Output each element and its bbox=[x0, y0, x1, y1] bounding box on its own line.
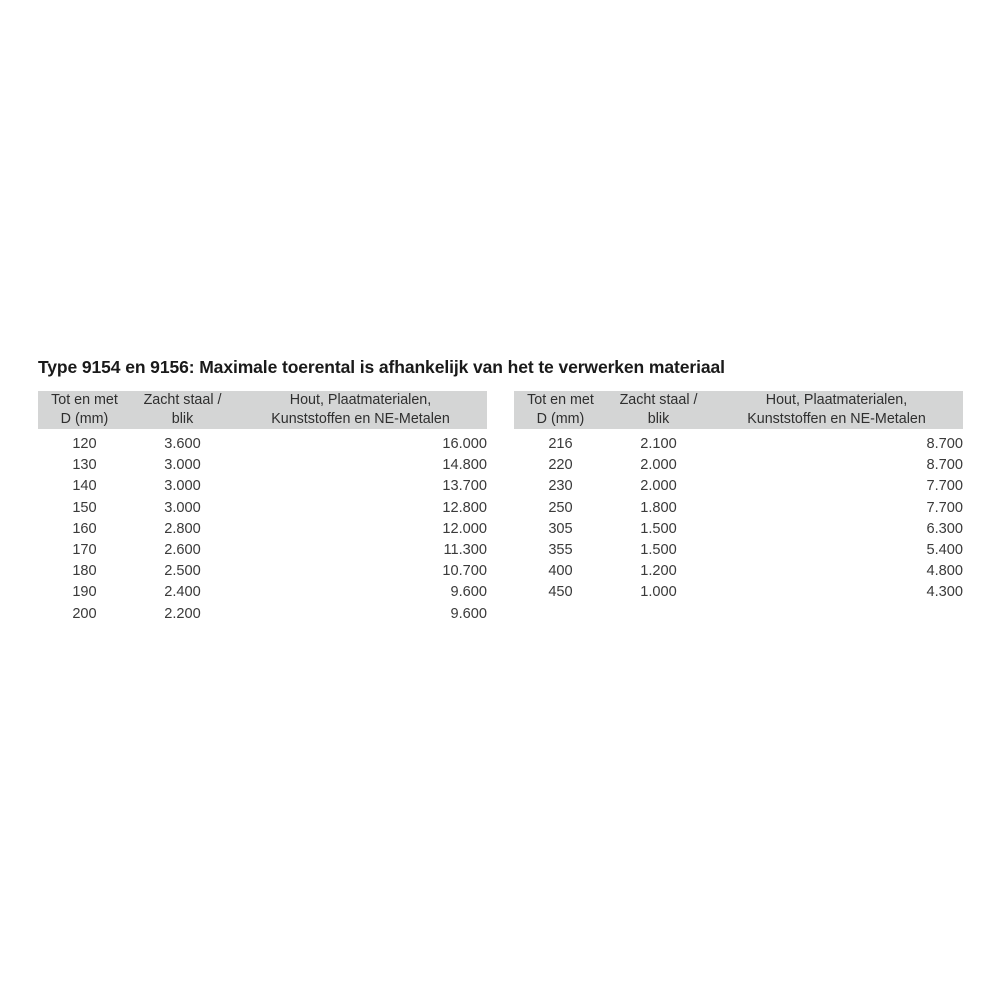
cell-material: 7.700 bbox=[926, 478, 963, 495]
column-header-diameter-line1: Tot en met bbox=[527, 392, 594, 408]
column-header-material-line2: Kunststoffen en NE-Metalen bbox=[271, 411, 450, 427]
table-row: 120 3.600 16.000 bbox=[38, 429, 487, 455]
cell-steel: 1.800 bbox=[640, 499, 677, 516]
cell-material: 12.000 bbox=[442, 520, 487, 537]
column-header-diameter: Tot en met D (mm) bbox=[514, 391, 607, 429]
cell-diameter: 130 bbox=[72, 457, 97, 474]
content-block: Type 9154 en 9156: Maximale toerental is… bbox=[38, 356, 968, 625]
column-header-material: Hout, Plaatmaterialen, Kunststoffen en N… bbox=[234, 391, 487, 429]
table-row: 200 2.200 9.600 bbox=[38, 603, 487, 624]
table-body-left: 120 3.600 16.000 130 3.000 14.800 140 3.000 13.7… bbox=[38, 429, 487, 625]
column-header-steel: Zacht staal / blik bbox=[131, 391, 234, 429]
cell-diameter: 170 bbox=[72, 541, 97, 558]
column-header-steel-line2: blik bbox=[647, 411, 670, 427]
table-row: 160 2.800 12.000 bbox=[38, 519, 487, 540]
table-row: 180 2.500 10.700 bbox=[38, 561, 487, 582]
cell-diameter: 450 bbox=[548, 584, 573, 601]
cell-material: 11.300 bbox=[443, 541, 487, 558]
table-row: 150 3.000 12.800 bbox=[38, 497, 487, 518]
column-header-steel-line1: Zacht staal / bbox=[619, 392, 698, 408]
column-header-diameter-line1: Tot en met bbox=[51, 392, 118, 408]
cell-material: 4.300 bbox=[926, 584, 963, 601]
column-header-material-line2: Kunststoffen en NE-Metalen bbox=[747, 411, 926, 427]
cell-steel: 1.200 bbox=[640, 563, 677, 580]
table-row: 305 1.500 6.300 bbox=[514, 519, 963, 540]
cell-steel: 3.600 bbox=[164, 436, 201, 452]
cell-material: 12.800 bbox=[442, 499, 487, 516]
cell-steel: 2.800 bbox=[164, 520, 201, 537]
cell-material: 8.700 bbox=[926, 457, 963, 474]
cell-steel: 3.000 bbox=[164, 478, 201, 495]
cell-diameter: 160 bbox=[72, 520, 97, 537]
column-header-material-line1: Hout, Plaatmaterialen, bbox=[765, 392, 908, 408]
header-row: Tot en met D (mm) Zacht staal / blik bbox=[38, 391, 487, 429]
cell-diameter: 120 bbox=[72, 436, 97, 452]
cell-steel: 2.100 bbox=[640, 436, 677, 452]
cell-material: 9.600 bbox=[450, 605, 487, 622]
cell-steel: 2.200 bbox=[164, 605, 201, 622]
cell-material: 8.700 bbox=[926, 436, 963, 452]
table-row: 400 1.200 4.800 bbox=[514, 561, 963, 582]
page-title: Type 9154 en 9156: Maximale toerental is… bbox=[38, 357, 725, 377]
cell-diameter: 355 bbox=[548, 541, 573, 558]
column-header-steel-line2: blik bbox=[171, 411, 194, 427]
cell-steel: 2.000 bbox=[640, 478, 677, 495]
column-header-material: Hout, Plaatmaterialen, Kunststoffen en N… bbox=[710, 391, 963, 429]
table-row: 230 2.000 7.700 bbox=[514, 476, 963, 497]
cell-material: 4.800 bbox=[926, 563, 963, 580]
cell-material: 7.700 bbox=[926, 499, 963, 516]
table-header-right: Tot en met D (mm) Zacht staal / blik bbox=[514, 391, 963, 429]
cell-diameter: 180 bbox=[72, 563, 97, 580]
cell-diameter: 220 bbox=[548, 457, 573, 474]
cell-diameter: 190 bbox=[72, 584, 97, 601]
cell-steel: 2.500 bbox=[164, 563, 201, 580]
cell-steel: 2.000 bbox=[640, 457, 677, 474]
table-row: 216 2.100 8.700 bbox=[514, 429, 963, 455]
table-row: 140 3.000 13.700 bbox=[38, 476, 487, 497]
speed-table-right: Tot en met D (mm) Zacht staal / blik bbox=[514, 391, 963, 603]
table-row: 190 2.400 9.600 bbox=[38, 582, 487, 603]
table-row: 450 1.000 4.300 bbox=[514, 582, 963, 603]
table-row: 130 3.000 14.800 bbox=[38, 455, 487, 476]
column-header-diameter-line2: D (mm) bbox=[536, 411, 585, 427]
cell-steel: 2.600 bbox=[164, 541, 201, 558]
cell-steel: 1.500 bbox=[640, 541, 677, 558]
cell-diameter: 216 bbox=[548, 436, 573, 452]
table-row: 170 2.600 11.300 bbox=[38, 540, 487, 561]
table-row: 220 2.000 8.700 bbox=[514, 455, 963, 476]
cell-diameter: 305 bbox=[548, 520, 573, 537]
cell-steel: 3.000 bbox=[164, 457, 201, 474]
cell-diameter: 150 bbox=[72, 499, 97, 516]
cell-steel: 1.000 bbox=[640, 584, 677, 601]
cell-material: 14.800 bbox=[442, 457, 487, 474]
cell-diameter: 250 bbox=[548, 499, 573, 516]
cell-diameter: 140 bbox=[72, 478, 97, 495]
table-row: 250 1.800 7.700 bbox=[514, 497, 963, 518]
cell-material: 6.300 bbox=[926, 520, 963, 537]
column-header-diameter-line2: D (mm) bbox=[60, 411, 109, 427]
cell-steel: 3.000 bbox=[164, 499, 201, 516]
cell-material: 16.000 bbox=[442, 436, 487, 452]
column-header-diameter: Tot en met D (mm) bbox=[38, 391, 131, 429]
tables-container: Tot en met D (mm) Zacht staal / blik bbox=[38, 391, 968, 625]
cell-diameter: 400 bbox=[548, 563, 573, 580]
cell-diameter: 230 bbox=[548, 478, 573, 495]
cell-steel: 1.500 bbox=[640, 520, 677, 537]
table-row: 355 1.500 5.400 bbox=[514, 540, 963, 561]
column-header-steel-line1: Zacht staal / bbox=[143, 392, 222, 408]
cell-diameter: 200 bbox=[72, 605, 97, 622]
speed-table-left: Tot en met D (mm) Zacht staal / blik bbox=[38, 391, 487, 625]
cell-steel: 2.400 bbox=[164, 584, 201, 601]
column-header-material-line1: Hout, Plaatmaterialen, bbox=[289, 392, 432, 408]
cell-material: 9.600 bbox=[450, 584, 487, 601]
table-header-left: Tot en met D (mm) Zacht staal / blik bbox=[38, 391, 487, 429]
table-body-right: 216 2.100 8.700 220 2.000 8.700 230 2.000 7.700 2… bbox=[514, 429, 963, 603]
column-header-steel: Zacht staal / blik bbox=[607, 391, 710, 429]
cell-material: 10.700 bbox=[442, 563, 487, 580]
cell-material: 13.700 bbox=[442, 478, 487, 495]
cell-material: 5.400 bbox=[926, 541, 963, 558]
header-row: Tot en met D (mm) Zacht staal / blik bbox=[514, 391, 963, 429]
